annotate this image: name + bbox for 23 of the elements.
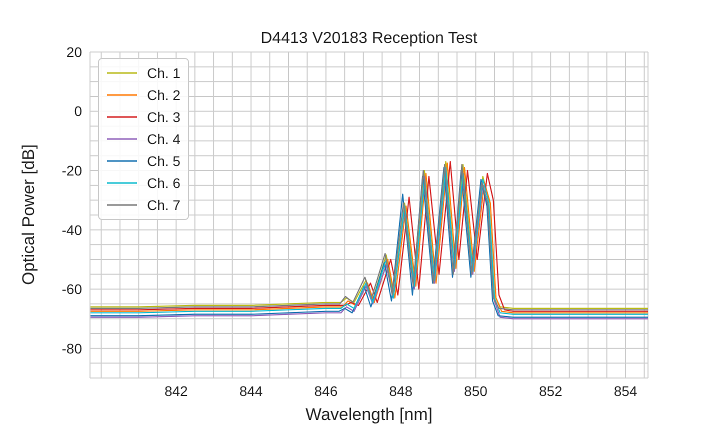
x-tick-label: 844 bbox=[239, 382, 263, 399]
legend-label: Ch. 7 bbox=[147, 197, 180, 213]
y-tick-label: 20 bbox=[66, 44, 82, 60]
y-tick-label: -40 bbox=[62, 222, 82, 238]
chart-title: D4413 V20183 Reception Test bbox=[260, 30, 478, 48]
x-tick-label: 848 bbox=[389, 382, 413, 399]
legend-label: Ch. 4 bbox=[147, 131, 180, 147]
y-axis-title: Optical Power [dB] bbox=[19, 144, 38, 285]
legend-label: Ch. 3 bbox=[147, 109, 180, 125]
x-tick-label: 850 bbox=[464, 382, 488, 399]
legend-label: Ch. 5 bbox=[147, 153, 180, 169]
y-tick-label: -80 bbox=[62, 340, 82, 356]
legend-label: Ch. 1 bbox=[147, 65, 180, 81]
x-tick-label: 852 bbox=[538, 382, 563, 399]
y-tick-label: -60 bbox=[62, 281, 82, 298]
y-tick-label: -20 bbox=[62, 162, 82, 179]
x-tick-label: 846 bbox=[314, 382, 338, 399]
legend-label: Ch. 2 bbox=[147, 87, 180, 103]
x-axis-title: Wavelength [nm] bbox=[306, 405, 432, 424]
x-tick-label: 842 bbox=[164, 382, 188, 399]
x-tick-label: 854 bbox=[614, 382, 638, 399]
y-tick-label: 0 bbox=[74, 103, 82, 120]
legend-label: Ch. 6 bbox=[147, 175, 180, 191]
